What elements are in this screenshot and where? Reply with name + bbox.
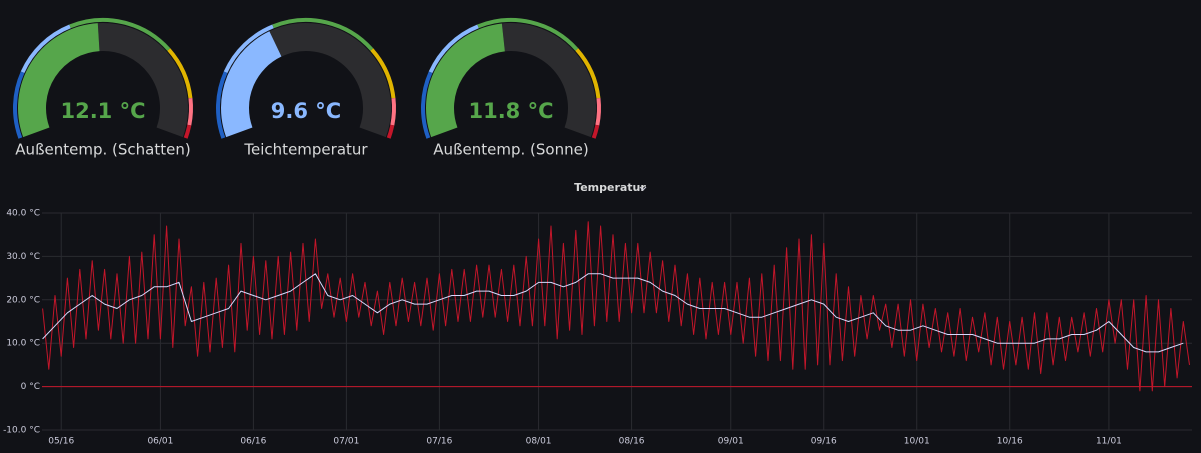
gauge-threshold-band	[69, 18, 171, 51]
x-tick-label: 08/16	[619, 437, 645, 447]
gauge-threshold-band	[591, 124, 600, 139]
gauge-threshold-band	[575, 48, 601, 99]
gauge-fill	[221, 31, 282, 138]
y-tick-label: 0 °C	[21, 382, 40, 392]
x-tick-label: 10/01	[904, 437, 930, 447]
x-tick-label: 05/16	[48, 437, 74, 447]
y-tick-label: 30.0 °C	[6, 252, 40, 262]
x-tick-label: 10/16	[997, 437, 1023, 447]
gauge-threshold-band	[595, 97, 601, 126]
x-tick-label: 09/16	[811, 437, 837, 447]
x-tick-label: 09/01	[718, 437, 744, 447]
x-tick-label: 07/01	[333, 437, 359, 447]
gauge-threshold-band	[272, 18, 374, 51]
gauge-threshold-band	[386, 124, 395, 139]
gauge-threshold-band	[428, 24, 479, 74]
gauge-threshold-band	[477, 18, 579, 51]
x-tick-label: 07/16	[426, 437, 452, 447]
y-tick-label: 10.0 °C	[6, 339, 40, 349]
x-tick-label: 06/16	[240, 437, 266, 447]
y-tick-label: 40.0 °C	[6, 209, 40, 219]
x-tick-label: 11/01	[1096, 437, 1122, 447]
gauge-threshold-band	[421, 71, 433, 139]
gauge-track	[97, 23, 188, 138]
gauge-threshold-band	[13, 71, 25, 139]
gauge-track	[501, 23, 596, 138]
gauge-value: 12.1 °C	[60, 99, 145, 123]
gauge-label: Außentemp. (Schatten)	[15, 141, 190, 159]
gauge-fill	[426, 23, 506, 138]
gauge-value: 9.6 °C	[271, 99, 341, 123]
gauge-threshold-band	[390, 97, 396, 126]
x-tick-label: 08/01	[526, 437, 552, 447]
gauge-threshold-band	[167, 48, 193, 99]
x-tick-label: 06/01	[147, 437, 173, 447]
gauge-threshold-band	[20, 24, 71, 74]
series-line	[42, 273, 1184, 353]
gauge-track	[269, 23, 391, 138]
panel-title[interactable]: Temperatur	[574, 181, 646, 194]
gauge-fill	[18, 23, 101, 138]
y-tick-label: 20.0 °C	[6, 295, 40, 305]
gauge-value: 11.8 °C	[468, 99, 553, 123]
panel-menu-chevron[interactable]	[639, 186, 647, 191]
gauge-label: Teichtemperatur	[243, 141, 368, 159]
series-line	[42, 221, 1190, 392]
gauge-threshold-band	[370, 48, 396, 99]
gauge-threshold-band	[223, 24, 274, 74]
gauge-threshold-band	[216, 71, 228, 139]
gauge-threshold-band	[183, 124, 192, 139]
gauge-threshold-band	[187, 97, 193, 126]
gauge-label: Außentemp. (Sonne)	[433, 141, 588, 159]
y-tick-label: -10.0 °C	[3, 426, 40, 436]
